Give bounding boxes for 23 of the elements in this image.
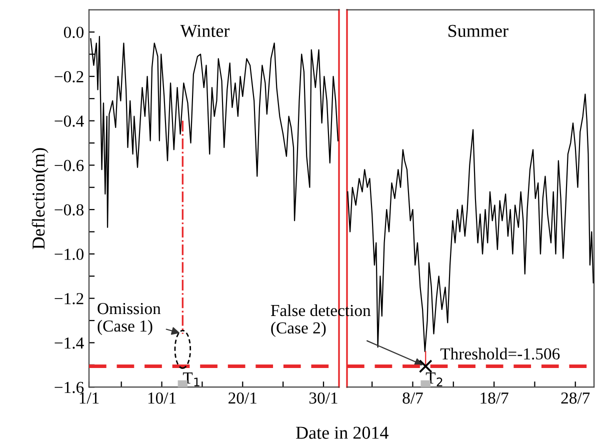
annotation: Winter bbox=[180, 24, 230, 38]
y-tick-label: −0.2 bbox=[54, 71, 84, 82]
y-tick-label: −1.2 bbox=[54, 293, 84, 304]
x-tick-label: 8/7 bbox=[402, 392, 423, 404]
y-tick-label: −0.4 bbox=[54, 115, 84, 127]
x-tick-label: 30/1 bbox=[309, 392, 338, 404]
x-tick-label: 18/7 bbox=[480, 392, 508, 404]
ref-line-label: Threshold=-1.506 bbox=[440, 348, 560, 360]
y-tick-label: −1.0 bbox=[54, 248, 84, 260]
y-tick-label: −0.8 bbox=[54, 204, 84, 216]
y-tick-label: −0.6 bbox=[54, 160, 84, 172]
y-tick-label: −1.4 bbox=[54, 337, 84, 349]
annotation: T$_{2}$ bbox=[426, 372, 442, 386]
x-tick-label: 10/1 bbox=[148, 392, 176, 404]
y-axis-title: Deflection(m) bbox=[32, 148, 48, 250]
annotation: Omission (Case 1) bbox=[98, 303, 161, 336]
y-tick-label: −1.6 bbox=[54, 382, 84, 394]
y-tick-label: 0.0 bbox=[64, 26, 84, 38]
x-tick-label: 20/1 bbox=[228, 392, 256, 404]
x-tick-label: 1/1 bbox=[80, 392, 99, 404]
x-tick-label: 28/7 bbox=[561, 392, 590, 404]
x-axis-title: Date in 2014 bbox=[296, 426, 388, 439]
annotation: Summer bbox=[448, 24, 508, 37]
